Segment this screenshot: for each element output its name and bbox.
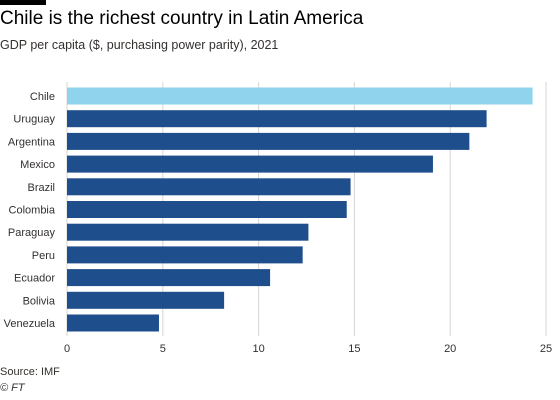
chart-title: Chile is the richest country in Latin Am… [0,8,364,29]
category-label: Colombia [9,205,56,217]
x-tick-label: 5 [160,343,166,355]
bar-uruguay [67,110,487,128]
source-note: Source: IMF [0,366,60,378]
category-label: Uruguay [13,114,55,126]
bar-argentina [67,132,470,150]
bar-peru [67,246,303,264]
x-tick-label: 20 [444,343,456,355]
category-labels: Chile Uruguay Argentina Mexico Brazil Colombi… [4,91,56,330]
bar-chile [67,87,533,105]
bar-colombia [67,201,347,218]
category-label: Chile [30,91,55,103]
bar-paraguay [67,223,309,241]
x-axis-ticks: 0 5 10 15 20 25 [64,343,552,355]
category-label: Brazil [27,182,55,194]
category-label: Peru [32,250,55,262]
category-label: Venezuela [4,318,56,330]
category-label: Ecuador [14,273,55,285]
x-tick-label: 15 [348,343,360,355]
category-label: Bolivia [23,295,56,307]
bar-ecuador [67,269,271,287]
category-label: Paraguay [8,227,56,239]
x-tick-label: 25 [540,343,552,355]
x-tick-label: 10 [252,343,264,355]
bar-mexico [67,155,433,173]
bar-bolivia [67,291,225,309]
bar-brazil [67,178,351,196]
brand-bar [0,0,46,5]
bars [67,87,533,332]
bar-venezuela [67,314,159,332]
chart-subtitle: GDP per capita ($, purchasing power pari… [0,38,279,52]
category-label: Argentina [8,136,56,148]
x-tick-label: 0 [64,343,70,355]
ft-credit: © FT [0,382,25,394]
category-label: Mexico [20,159,55,171]
